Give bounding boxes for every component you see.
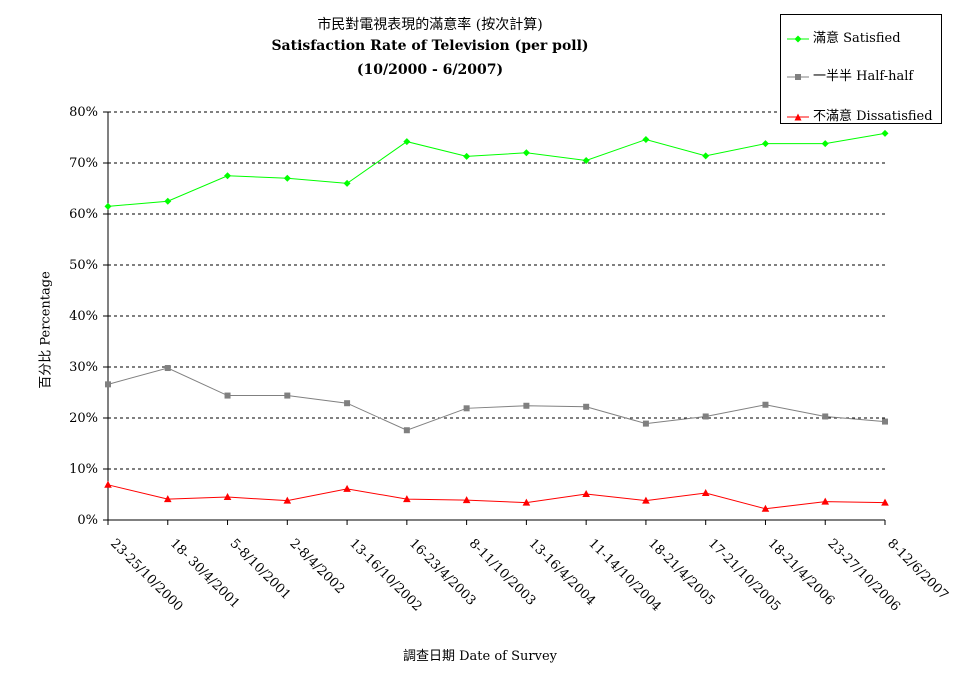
y-tick-label: 50% bbox=[69, 258, 98, 273]
data-point bbox=[403, 138, 411, 146]
data-point bbox=[762, 401, 769, 408]
chart-date-range: (10/2000 - 6/2007) bbox=[356, 62, 504, 78]
data-point bbox=[522, 149, 530, 157]
series-line-1 bbox=[107, 367, 886, 431]
data-point bbox=[105, 381, 111, 388]
data-point bbox=[882, 418, 888, 425]
legend-label-satisfied: 滿意 Satisfied bbox=[813, 31, 901, 46]
data-point bbox=[881, 129, 889, 137]
chart-legend: 滿意 Satisfied 一半半 Half-half 不滿意 Dissatisf… bbox=[780, 14, 942, 124]
data-point bbox=[463, 152, 471, 160]
x-tick-label: 8-12/6/2007 bbox=[884, 536, 951, 603]
data-point bbox=[223, 493, 232, 501]
data-point bbox=[463, 405, 470, 412]
data-point bbox=[224, 172, 232, 180]
legend-marker-dissatisfied bbox=[787, 113, 809, 120]
legend-item-dissatisfied: 不滿意 Dissatisfied bbox=[787, 105, 933, 124]
legend-item-half-half: 一半半 Half-half bbox=[787, 65, 913, 84]
data-point bbox=[104, 480, 112, 488]
series-line-0 bbox=[107, 132, 886, 207]
data-point bbox=[761, 140, 769, 148]
y-tick-label: 40% bbox=[69, 309, 98, 324]
data-point bbox=[582, 156, 590, 164]
data-point bbox=[403, 495, 411, 503]
y-tick-label: 0% bbox=[77, 513, 98, 528]
data-point bbox=[104, 202, 112, 210]
y-tick-label: 80% bbox=[69, 105, 98, 120]
data-point bbox=[821, 497, 830, 505]
data-point bbox=[283, 174, 291, 182]
data-point bbox=[163, 495, 172, 503]
legend-label-half-half: 一半半 Half-half bbox=[813, 69, 914, 84]
data-point bbox=[522, 498, 531, 506]
y-tick-label: 20% bbox=[69, 411, 98, 426]
data-point bbox=[164, 365, 171, 372]
data-point bbox=[642, 136, 650, 144]
data-point bbox=[822, 413, 829, 420]
chart-title: 市民對電視表現的滿意率 (按次計算) bbox=[317, 17, 543, 33]
data-point bbox=[702, 413, 709, 420]
y-tick-label: 70% bbox=[69, 156, 98, 171]
series-line-2 bbox=[107, 484, 886, 510]
data-point bbox=[343, 484, 351, 492]
x-tick-label: 2-8/4/2002 bbox=[286, 536, 347, 597]
data-point bbox=[701, 488, 710, 496]
data-point bbox=[821, 140, 829, 148]
data-point bbox=[403, 427, 410, 434]
chart-subtitle: Satisfaction Rate of Television (per pol… bbox=[271, 38, 589, 54]
legend-item-satisfied: 滿意 Satisfied bbox=[787, 27, 901, 46]
data-point bbox=[583, 403, 590, 410]
data-point bbox=[642, 496, 650, 504]
legend-marker-satisfied bbox=[787, 35, 809, 42]
legend-label-dissatisfied: 不滿意 Dissatisfied bbox=[813, 109, 933, 124]
data-point bbox=[284, 392, 291, 399]
data-point bbox=[462, 496, 471, 504]
y-tick-label: 60% bbox=[69, 207, 98, 222]
data-point bbox=[164, 197, 172, 205]
data-point bbox=[881, 498, 889, 506]
data-point bbox=[761, 504, 770, 512]
data-point bbox=[224, 392, 231, 399]
data-point bbox=[582, 489, 590, 497]
y-axis-label: 百分比 Percentage bbox=[38, 271, 54, 389]
data-point bbox=[642, 420, 649, 427]
legend-marker-half-half bbox=[787, 73, 809, 80]
data-point bbox=[344, 400, 351, 407]
data-point bbox=[702, 152, 710, 160]
data-point bbox=[523, 402, 530, 409]
data-point bbox=[283, 496, 292, 504]
x-axis-label: 調查日期 Date of Survey bbox=[402, 649, 557, 664]
data-point bbox=[343, 179, 351, 187]
x-tick-label: 5-8/10/2001 bbox=[227, 536, 294, 603]
y-tick-label: 10% bbox=[69, 462, 98, 477]
y-tick-label: 30% bbox=[69, 360, 98, 375]
